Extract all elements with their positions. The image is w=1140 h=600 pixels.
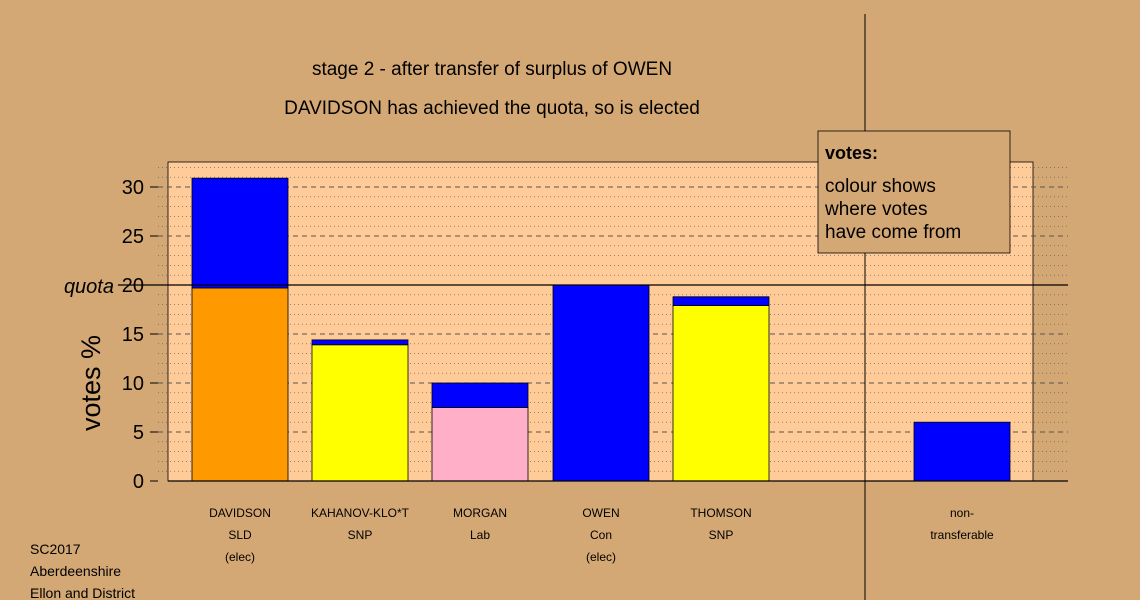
y-tick-label: 30 (122, 177, 144, 199)
legend: votes: colour shows where votes have com… (817, 130, 1011, 254)
quota-label: quota (64, 276, 114, 298)
y-axis-title: votes % (76, 335, 106, 431)
y-tick-label: 20 (122, 275, 144, 297)
bar-segment (311, 339, 409, 346)
footer: SC2017 Aberdeenshire Ellon and District (30, 541, 135, 600)
x-tick-label: THOMSON (690, 506, 751, 520)
footer-line: Ellon and District (30, 585, 135, 600)
x-tick-label: Con (590, 528, 612, 542)
x-tick-label: transferable (930, 528, 994, 542)
chart-subtitle: DAVIDSON has achieved the quota, so is e… (284, 98, 700, 119)
y-tick-label: 0 (133, 471, 144, 493)
bar-segment (913, 421, 1011, 482)
y-tick-label: 5 (133, 422, 144, 444)
x-tick-label: MORGAN (453, 506, 507, 520)
x-tick-label: non- (950, 506, 974, 520)
x-tick-label: OWEN (582, 506, 619, 520)
bar-segment (672, 296, 770, 306)
x-tick-label: Lab (470, 528, 490, 542)
bar-segment (311, 344, 409, 482)
bar-segment (431, 382, 529, 408)
chart-title: stage 2 - after transfer of surplus of O… (312, 59, 672, 80)
y-axis: 0 5 10 15 20 25 30 (122, 177, 158, 493)
y-tick-label: 25 (122, 226, 144, 248)
x-tick-label: SLD (228, 528, 252, 542)
footer-line: SC2017 (30, 541, 81, 557)
x-axis-labels: DAVIDSON SLD (elec) KAHANOV-KLO*T SNP MORGAN L… (209, 506, 994, 564)
bar-segment (431, 407, 529, 482)
x-tick-label: (elec) (586, 550, 616, 564)
bar-segment (672, 305, 770, 482)
footer-line: Aberdeenshire (30, 563, 121, 579)
x-tick-label: (elec) (225, 550, 255, 564)
bars (191, 177, 1011, 482)
legend-title: votes: (825, 143, 878, 163)
y-tick-label: 10 (122, 373, 144, 395)
bar-segment (191, 287, 289, 482)
x-tick-label: DAVIDSON (209, 506, 271, 520)
legend-box (817, 130, 1011, 254)
y-tick-label: 15 (122, 324, 144, 346)
legend-line: where votes (824, 199, 927, 220)
bar-segment (552, 284, 650, 482)
legend-line: have come from (825, 222, 961, 243)
x-tick-label: SNP (709, 528, 734, 542)
x-tick-label: KAHANOV-KLO*T (311, 506, 410, 520)
bar-segment (191, 177, 289, 289)
legend-line: colour shows (825, 176, 936, 197)
x-tick-label: SNP (348, 528, 373, 542)
